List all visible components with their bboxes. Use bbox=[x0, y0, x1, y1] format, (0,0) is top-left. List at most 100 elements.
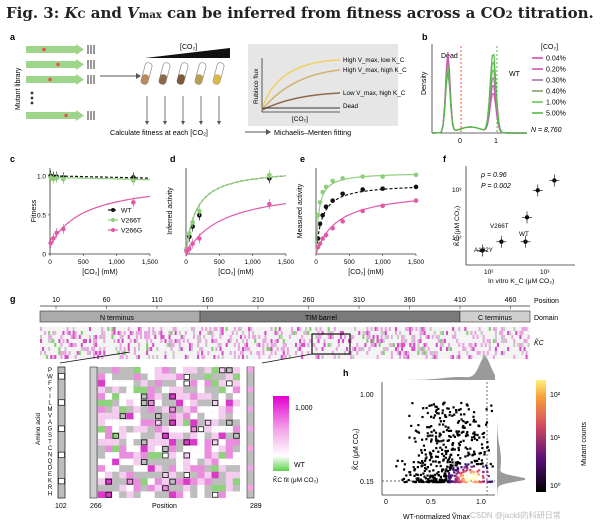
strip-cell bbox=[152, 331, 155, 335]
zoom-cell bbox=[112, 458, 120, 466]
strip-cell bbox=[148, 347, 151, 351]
wt-box bbox=[162, 445, 169, 452]
wt-box bbox=[183, 380, 190, 387]
zoom-cell bbox=[169, 445, 177, 453]
strip-cell bbox=[76, 351, 79, 355]
strip-cell bbox=[264, 331, 267, 335]
h-cell bbox=[425, 456, 428, 459]
strip-cell bbox=[211, 331, 214, 335]
h-cell bbox=[416, 430, 419, 433]
strip-cell bbox=[93, 355, 96, 359]
zoom-cell bbox=[161, 425, 169, 433]
strip-cell bbox=[213, 327, 216, 331]
zoom-cell bbox=[197, 399, 205, 407]
zoom-cell bbox=[98, 465, 106, 472]
h-cell bbox=[432, 460, 435, 463]
zoom-cell bbox=[133, 484, 141, 492]
h-cell bbox=[401, 478, 404, 481]
panel-b-ylabel: Density bbox=[421, 71, 428, 95]
strip-cell bbox=[427, 347, 430, 351]
data-point bbox=[317, 200, 323, 205]
h-cell bbox=[426, 466, 429, 469]
h-cell bbox=[425, 468, 428, 471]
strip-cell bbox=[382, 347, 385, 351]
strip-cell bbox=[152, 355, 155, 359]
zoom-cell bbox=[176, 478, 184, 485]
h-cell bbox=[464, 463, 467, 466]
domain-label: N terminus bbox=[100, 315, 134, 322]
strip-cell bbox=[84, 347, 87, 351]
zoom-cell bbox=[211, 439, 219, 446]
zoom-cell bbox=[197, 380, 205, 387]
strip-cell bbox=[101, 355, 104, 359]
h-cell bbox=[445, 452, 448, 456]
strip-cell bbox=[262, 347, 265, 351]
h-cell bbox=[487, 449, 490, 452]
strip-cell bbox=[470, 343, 473, 347]
zoom-cell bbox=[225, 399, 233, 407]
h-cell bbox=[466, 431, 469, 434]
strip-cell bbox=[274, 339, 277, 343]
h-cell bbox=[473, 431, 476, 434]
strip-cell bbox=[382, 351, 385, 355]
zoom-cell bbox=[218, 471, 226, 479]
dead-label: Dead bbox=[441, 53, 458, 60]
strip-cell bbox=[370, 339, 373, 343]
zoom-cell bbox=[232, 465, 240, 472]
data-point bbox=[380, 174, 385, 179]
h-cell bbox=[457, 449, 460, 452]
amino-acid-tick: F bbox=[48, 381, 52, 387]
strip-cell bbox=[327, 335, 330, 339]
zoom-cell bbox=[183, 478, 191, 485]
h-cell bbox=[472, 432, 475, 435]
zoom-cell bbox=[119, 445, 127, 453]
y-tick-label: 0 bbox=[42, 252, 46, 259]
strip-cell bbox=[133, 339, 136, 343]
wt-box bbox=[58, 399, 65, 406]
strip-cell bbox=[313, 343, 316, 347]
strip-cell bbox=[52, 331, 55, 335]
strip-cell bbox=[350, 335, 353, 339]
zoom-cell bbox=[197, 367, 205, 374]
zoom-cell bbox=[169, 484, 177, 492]
strip-cell bbox=[368, 335, 371, 339]
h-cell bbox=[482, 431, 486, 435]
h-cell bbox=[426, 426, 429, 429]
zoom-cell bbox=[176, 399, 184, 407]
strip-cell bbox=[419, 339, 422, 343]
h-cell bbox=[436, 455, 439, 458]
strip-cell bbox=[119, 331, 122, 335]
h-cell bbox=[462, 424, 465, 428]
h-cell bbox=[455, 411, 458, 414]
strip-cell bbox=[113, 327, 116, 331]
strip-cell bbox=[91, 347, 94, 351]
strip-cell bbox=[282, 351, 285, 355]
h-cell bbox=[476, 474, 479, 477]
strip-cell bbox=[150, 347, 153, 351]
zoom-cell bbox=[169, 452, 177, 459]
strip-cell bbox=[254, 335, 257, 339]
h-cell bbox=[419, 473, 422, 476]
strip-cell bbox=[339, 331, 342, 335]
strip-cell bbox=[458, 355, 461, 359]
zoom-cell bbox=[204, 439, 212, 446]
zoom-cell bbox=[119, 406, 127, 413]
strip-cell bbox=[174, 331, 177, 335]
strip-cell bbox=[337, 355, 340, 359]
strip-cell bbox=[494, 339, 497, 343]
zoom-cell bbox=[119, 491, 127, 498]
zoom-cell bbox=[190, 393, 198, 400]
strip-cell bbox=[435, 355, 438, 359]
zoom-cell bbox=[211, 484, 219, 492]
zoom-cell bbox=[133, 452, 141, 459]
strip-cell bbox=[148, 327, 151, 331]
x-axis-label: [CO₂] (mM) bbox=[82, 269, 117, 276]
h-cell bbox=[437, 407, 440, 410]
zoom-cell bbox=[140, 458, 148, 466]
h-cell bbox=[449, 464, 452, 467]
h-cell bbox=[478, 452, 481, 455]
h-cell bbox=[448, 466, 451, 469]
zoom-cell bbox=[98, 386, 106, 394]
strip-cell bbox=[439, 339, 442, 343]
strip-cell bbox=[435, 335, 438, 339]
